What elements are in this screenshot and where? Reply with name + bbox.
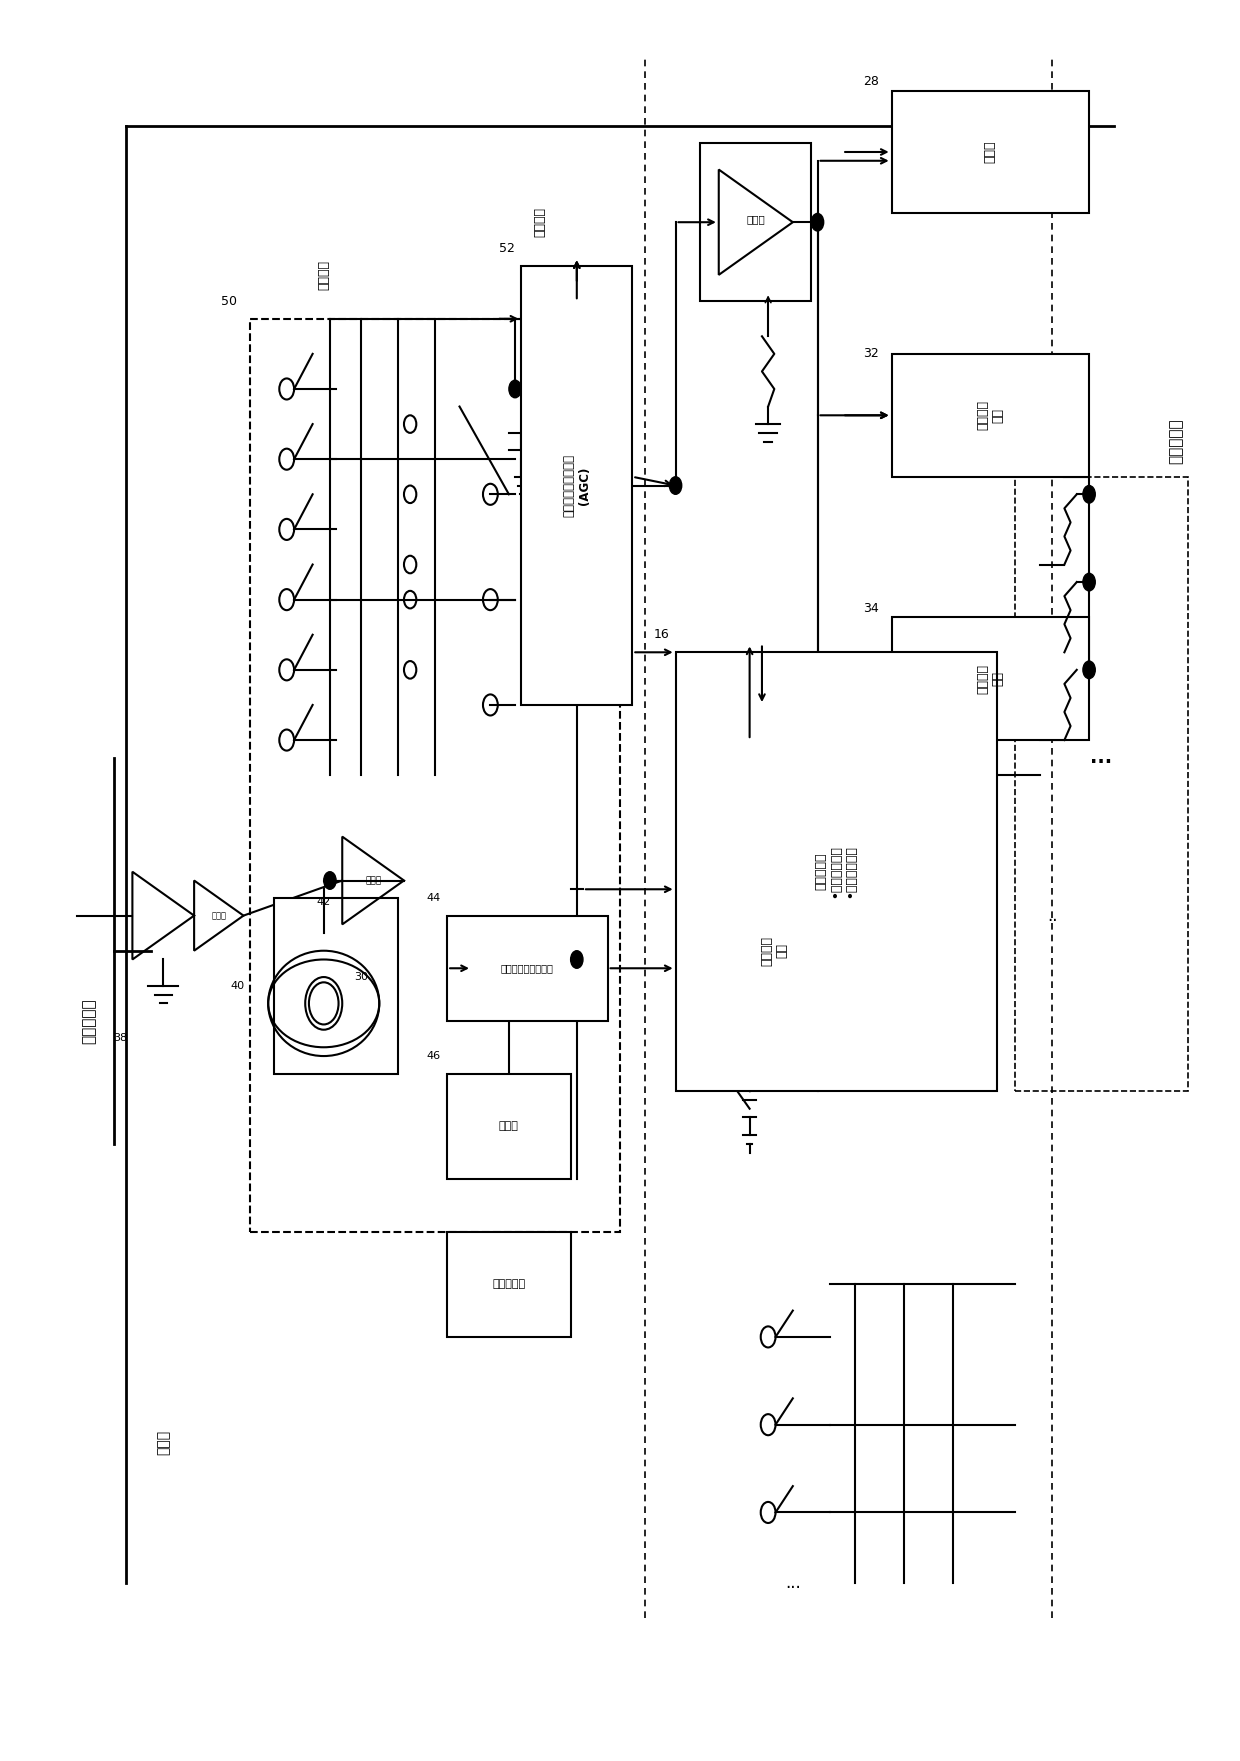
Circle shape	[324, 872, 336, 889]
Circle shape	[570, 951, 583, 969]
Text: ..: ..	[1047, 907, 1058, 925]
Text: 体感输出部: 体感输出部	[1168, 419, 1183, 465]
FancyBboxPatch shape	[448, 1231, 570, 1337]
Text: 运行指示部
•画面显示指示
•输出波形指示: 运行指示部 •画面显示指示 •输出波形指示	[815, 845, 858, 898]
FancyBboxPatch shape	[892, 90, 1089, 213]
Text: 42: 42	[316, 896, 331, 907]
FancyBboxPatch shape	[1016, 477, 1188, 1092]
Text: 运送器: 运送器	[156, 1430, 170, 1455]
Text: 输入信号幅度调整部
(AGC): 输入信号幅度调整部 (AGC)	[563, 454, 590, 518]
FancyBboxPatch shape	[701, 143, 811, 301]
Circle shape	[670, 477, 682, 495]
Text: 振动产生
装置: 振动产生 装置	[976, 664, 1004, 694]
Circle shape	[1083, 660, 1095, 678]
Text: 放大器: 放大器	[746, 213, 765, 224]
Text: ...: ...	[785, 1574, 801, 1592]
FancyBboxPatch shape	[676, 652, 997, 1092]
Circle shape	[1083, 486, 1095, 504]
FancyBboxPatch shape	[249, 319, 620, 1231]
Text: 50: 50	[221, 294, 237, 308]
FancyBboxPatch shape	[448, 1074, 570, 1178]
Text: 影像显示
装置: 影像显示 装置	[976, 400, 1004, 430]
Text: 切换开关: 切换开关	[317, 261, 330, 291]
Text: 46: 46	[427, 1051, 441, 1062]
Circle shape	[508, 380, 521, 398]
Text: 16: 16	[653, 629, 670, 641]
Text: 30: 30	[353, 972, 368, 983]
Text: 外部信号: 外部信号	[533, 208, 547, 238]
Text: 放大器: 放大器	[211, 910, 227, 919]
Text: 放大器: 放大器	[365, 875, 381, 886]
Circle shape	[1083, 574, 1095, 592]
Text: 存储器: 存储器	[498, 1122, 518, 1131]
Text: 28: 28	[863, 76, 879, 88]
FancyBboxPatch shape	[274, 898, 398, 1074]
Text: 40: 40	[231, 981, 244, 991]
Text: 拾声器: 拾声器	[983, 141, 997, 164]
Circle shape	[811, 213, 823, 231]
Text: 其它传感器: 其它传感器	[492, 1278, 526, 1289]
Text: 信号源的
设定: 信号源的 设定	[760, 935, 789, 965]
Text: 生物体信号检测装置: 生物体信号检测装置	[501, 963, 554, 974]
Text: 34: 34	[863, 602, 879, 615]
Text: 信号输入部: 信号输入部	[82, 998, 97, 1044]
FancyBboxPatch shape	[892, 616, 1089, 740]
Text: 32: 32	[863, 347, 879, 361]
Text: 52: 52	[500, 241, 515, 255]
Text: ...: ...	[1090, 748, 1112, 768]
FancyBboxPatch shape	[448, 916, 608, 1021]
FancyBboxPatch shape	[892, 354, 1089, 477]
FancyBboxPatch shape	[521, 266, 632, 704]
Text: 38: 38	[113, 1034, 128, 1044]
Text: 44: 44	[427, 893, 441, 903]
